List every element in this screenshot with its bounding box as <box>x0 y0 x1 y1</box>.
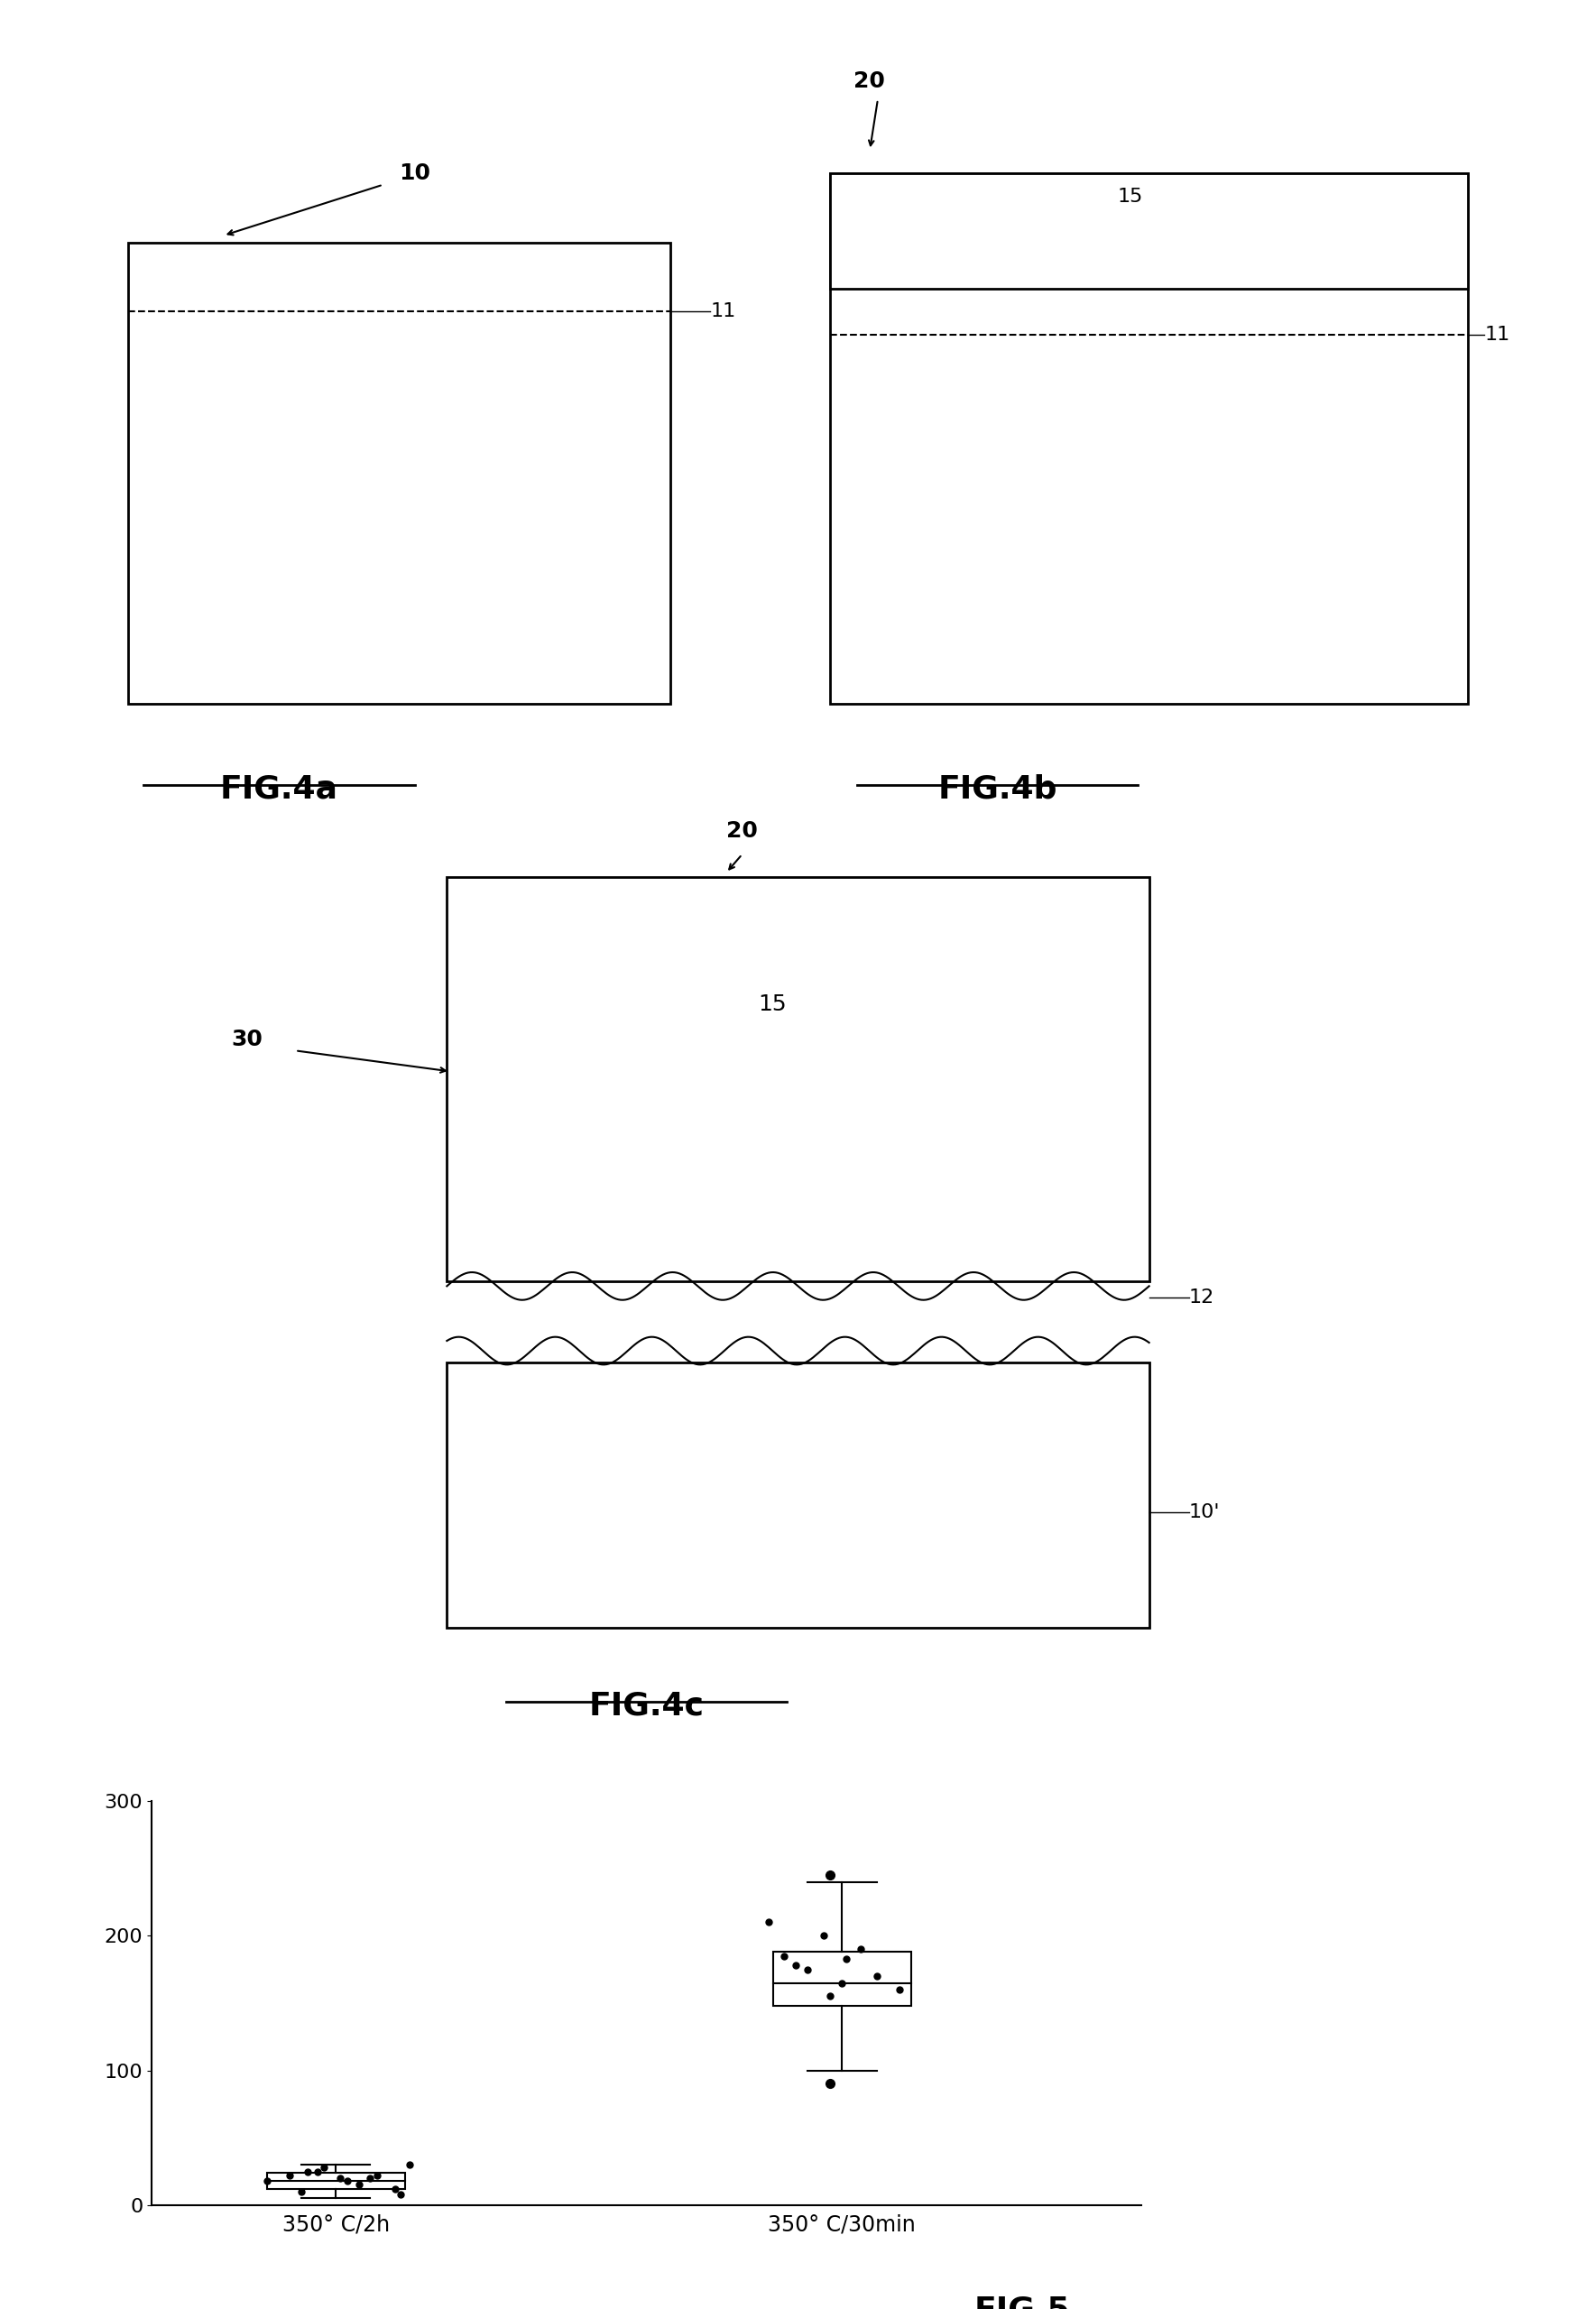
Text: 15: 15 <box>758 993 787 1016</box>
Text: 20: 20 <box>854 69 886 92</box>
Text: 11: 11 <box>1484 326 1510 344</box>
FancyBboxPatch shape <box>267 2173 405 2189</box>
Text: FIG.4c: FIG.4c <box>589 1690 704 1720</box>
Text: FIG.5: FIG.5 <box>974 2295 1071 2309</box>
Text: 30: 30 <box>231 1028 263 1051</box>
Text: 10: 10 <box>399 162 431 185</box>
Text: 11: 11 <box>710 302 736 321</box>
Text: FIG.4b: FIG.4b <box>938 774 1057 804</box>
Text: 15: 15 <box>1117 187 1143 206</box>
FancyBboxPatch shape <box>772 1951 911 2007</box>
Text: 20: 20 <box>726 820 758 843</box>
Text: FIG.4a: FIG.4a <box>220 774 338 804</box>
Text: 12: 12 <box>1189 1288 1215 1307</box>
Text: 10': 10' <box>1189 1503 1221 1522</box>
